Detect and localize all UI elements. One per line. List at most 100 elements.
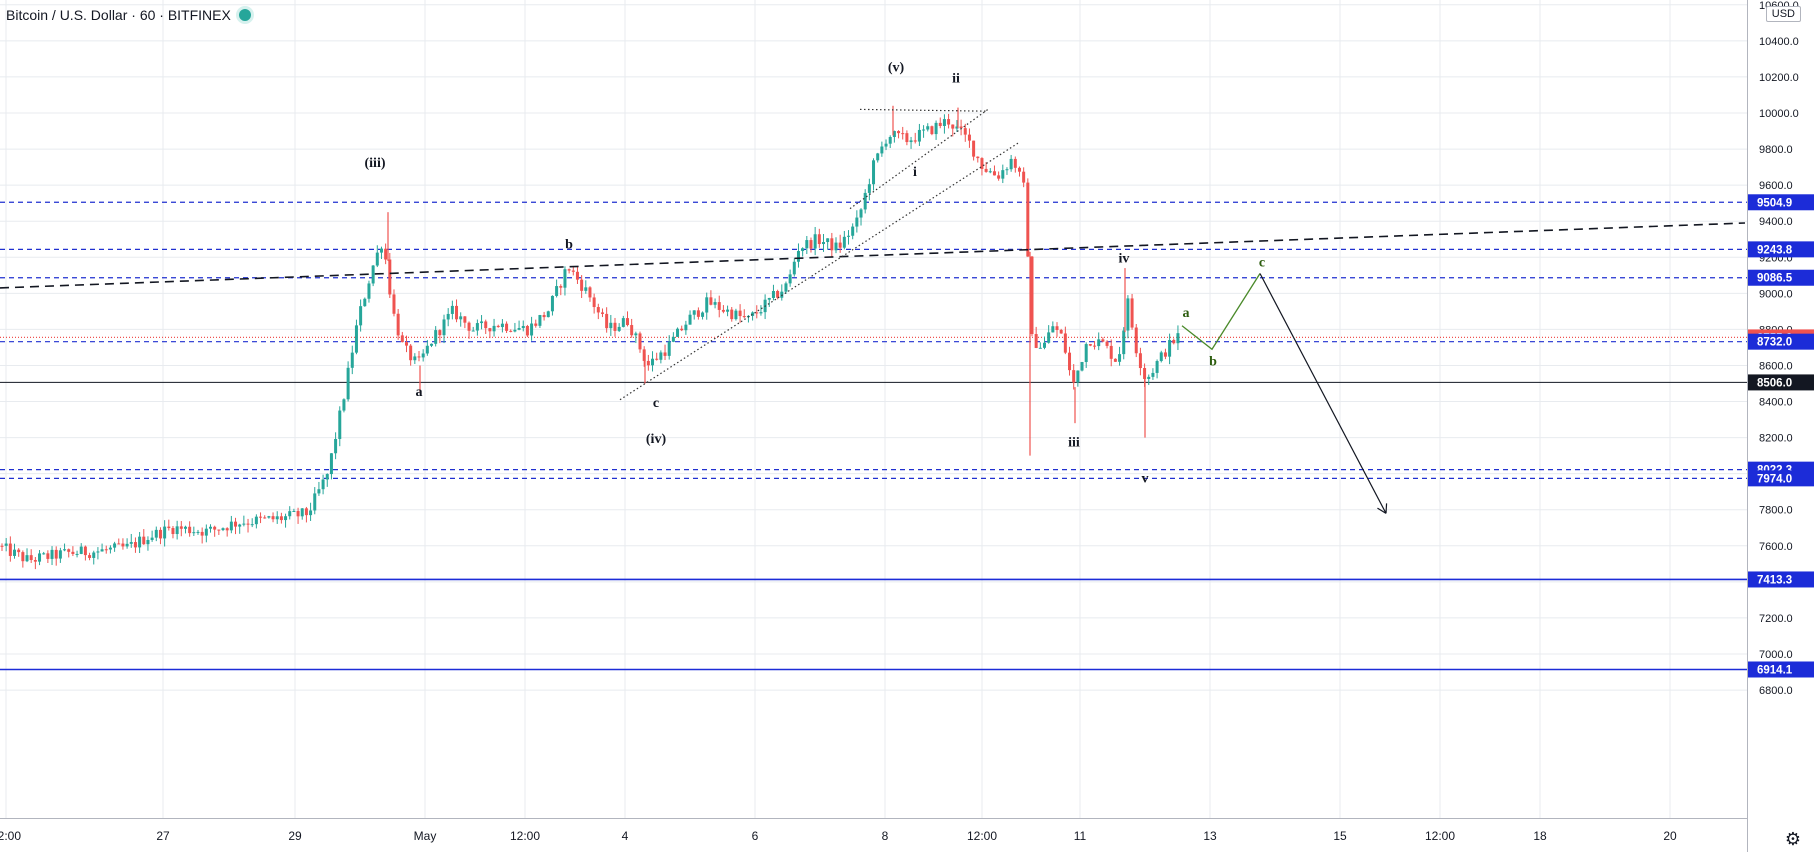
candle-body xyxy=(96,551,100,553)
level-badge-label: 9086.5 xyxy=(1757,273,1793,285)
candle-body xyxy=(542,315,546,318)
candle-body xyxy=(905,133,909,143)
level-badge xyxy=(1748,661,1814,678)
candle-body xyxy=(104,549,108,551)
candle-body xyxy=(1118,354,1122,362)
candle-body xyxy=(947,119,951,125)
time-axis[interactable]: 12:00 27 29 May 12:00 4 6 8 12:00 11 13 15 12:00 18 20 xyxy=(0,818,1747,852)
candle-body xyxy=(1138,353,1142,369)
candle-body xyxy=(1109,345,1113,359)
candle-body xyxy=(475,323,479,331)
candle-body xyxy=(1168,340,1172,357)
wave-label: iii xyxy=(1068,436,1080,451)
candle-body xyxy=(517,328,521,330)
candle-body xyxy=(717,302,721,310)
candle-body xyxy=(550,295,554,312)
candle-body xyxy=(863,192,867,210)
price-tick-label: 9400.0 xyxy=(1759,216,1793,228)
candle-body xyxy=(834,242,838,251)
candle-body xyxy=(821,242,825,245)
candle-body xyxy=(696,310,700,317)
candle-body xyxy=(1088,344,1092,346)
candle-body xyxy=(304,508,308,516)
candle-body xyxy=(721,309,725,312)
candle-body xyxy=(329,453,333,475)
candle-body xyxy=(288,511,292,517)
gear-icon[interactable]: ⚙ xyxy=(1784,829,1801,849)
grid xyxy=(0,0,1747,818)
candle-body xyxy=(617,326,621,331)
candle-body xyxy=(313,493,317,511)
price-axis[interactable]: 6800.07000.07200.07400.07600.07800.08000… xyxy=(1747,0,1815,852)
level-badge xyxy=(1748,333,1814,350)
candle-body xyxy=(204,528,208,536)
candle-body xyxy=(238,524,242,527)
candle-body xyxy=(396,313,400,336)
candle-body xyxy=(588,287,592,298)
candle-body xyxy=(142,536,146,545)
candle-body xyxy=(25,555,29,562)
candle-body xyxy=(88,555,92,558)
candle-body xyxy=(1134,327,1138,354)
candle-body xyxy=(646,360,650,366)
candle-body xyxy=(54,549,58,559)
candle-body xyxy=(113,543,117,548)
candle-body xyxy=(1151,372,1155,377)
candle-body xyxy=(500,323,504,328)
candle-body xyxy=(872,160,876,185)
horizontal-levels xyxy=(0,201,1747,671)
candle-body xyxy=(997,175,1001,179)
candle-body xyxy=(200,531,204,536)
candle-body xyxy=(838,242,842,248)
candle-body xyxy=(309,510,313,516)
candle-body xyxy=(613,322,617,331)
candle-body xyxy=(1013,158,1017,168)
live-status-icon xyxy=(238,9,251,21)
candle-body xyxy=(584,287,588,291)
time-tick-label: 20 xyxy=(1663,829,1677,843)
candle-body xyxy=(446,313,450,320)
level-badge-label: 7974.0 xyxy=(1757,473,1792,485)
wave-label: v xyxy=(1142,472,1149,487)
candle-body xyxy=(1009,158,1013,170)
candle-body xyxy=(734,310,738,320)
candle-body xyxy=(701,312,705,317)
candle-body xyxy=(780,291,784,298)
candle-body xyxy=(146,539,150,545)
candle-body xyxy=(759,312,763,314)
candle-body xyxy=(788,274,792,284)
candle-body xyxy=(58,550,62,559)
wave-label: a xyxy=(1183,306,1190,321)
candle-body xyxy=(984,168,988,172)
currency-button[interactable]: USD xyxy=(1765,6,1801,22)
candle-body xyxy=(171,528,175,535)
candle-body xyxy=(859,209,863,218)
price-tick-label: 7800.0 xyxy=(1759,505,1793,517)
candle-body xyxy=(492,325,496,332)
candle-body xyxy=(605,313,609,329)
candle-body xyxy=(463,316,467,323)
candle-body xyxy=(79,546,83,554)
candle-body xyxy=(1034,334,1038,348)
candle-body xyxy=(350,352,354,368)
candle-body xyxy=(296,510,300,517)
candle-body xyxy=(771,290,775,298)
candle-body xyxy=(792,261,796,275)
price-tick-label: 9800.0 xyxy=(1759,144,1793,156)
time-tick-label: 4 xyxy=(622,829,629,843)
candle-body xyxy=(167,526,171,529)
candle-body xyxy=(1030,256,1034,335)
candle-body xyxy=(359,306,363,326)
candle-body xyxy=(676,328,680,337)
candle-body xyxy=(805,240,809,249)
candle-body xyxy=(392,294,396,314)
candle-body xyxy=(46,553,50,559)
candle-body xyxy=(730,309,734,320)
candle-body xyxy=(901,133,905,135)
candle-body xyxy=(801,248,805,252)
candle-body xyxy=(934,122,938,135)
candle-body xyxy=(913,140,917,142)
candle-body xyxy=(942,119,946,126)
candle-body xyxy=(334,438,338,454)
